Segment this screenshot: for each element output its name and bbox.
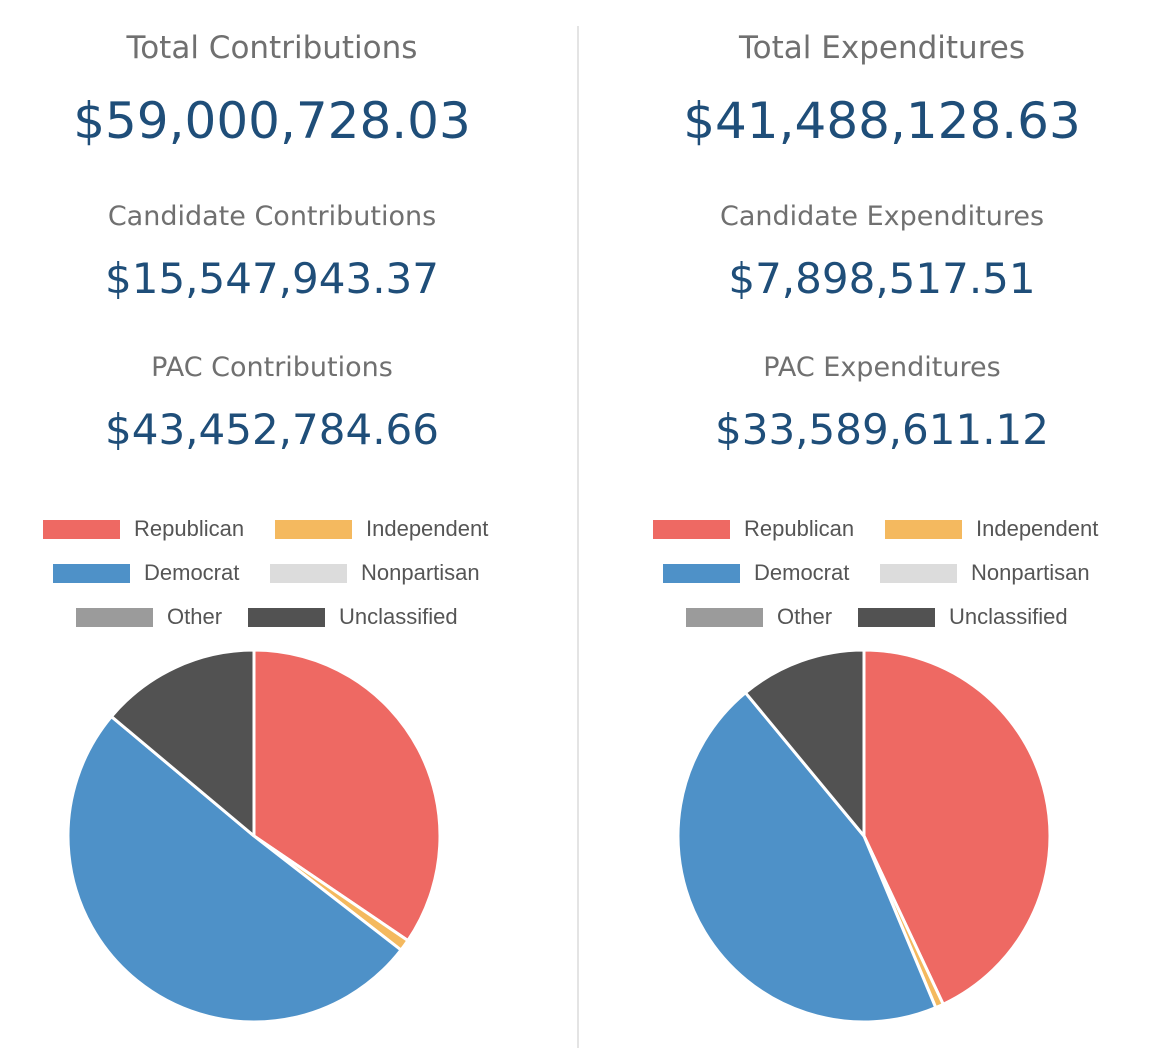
legend-label-nonpartisan: Nonpartisan: [361, 560, 480, 585]
total-expenditures-label: Total Expenditures: [739, 30, 1025, 66]
expenditures-panel: Total Expenditures $41,488,128.63 Candid…: [588, 0, 1176, 1048]
total-contributions-label: Total Contributions: [126, 30, 418, 66]
pac-contributions-label: PAC Contributions: [151, 352, 393, 383]
contributions-legend: Republican Independent Democrat Nonparti…: [0, 500, 566, 640]
legend-swatch-democrat: [53, 563, 130, 583]
legend-swatch-independent: [275, 519, 352, 539]
legend-item-republican[interactable]: Republican: [43, 514, 244, 544]
legend-swatch-democrat: [663, 563, 740, 583]
legend-label-other: Other: [167, 604, 223, 629]
contributions-panel: Total Contributions $59,000,728.03 Candi…: [0, 0, 566, 1048]
expenditures-pie-chart: [676, 648, 1052, 1024]
pie-slice-democrat[interactable]: [676, 691, 938, 1024]
legend-label-unclassified: Unclassified: [949, 604, 1068, 629]
legend-label-independent: Independent: [976, 516, 1099, 541]
legend-label-independent: Independent: [366, 516, 489, 541]
total-contributions-value: $59,000,728.03: [73, 92, 471, 150]
legend-label-republican: Republican: [134, 516, 245, 541]
expenditures-legend: Republican Independent Democrat Nonparti…: [588, 500, 1176, 640]
legend-label-democrat: Democrat: [144, 560, 240, 585]
legend-item-other[interactable]: Other: [76, 602, 222, 632]
pie-slice-democrat[interactable]: [66, 715, 403, 1024]
candidate-expenditures-label: Candidate Expenditures: [719, 201, 1045, 232]
legend-item-unclassified[interactable]: Unclassified: [248, 602, 458, 632]
panel-divider: [577, 26, 579, 1048]
pie-slice-republican[interactable]: [862, 648, 1052, 1006]
total-expenditures-value: $41,488,128.63: [683, 92, 1081, 150]
legend-item-independent[interactable]: Independent: [885, 514, 1098, 544]
legend-item-republican[interactable]: Republican: [653, 514, 854, 544]
legend-label-democrat: Democrat: [754, 560, 850, 585]
pac-expenditures-value: $33,589,611.12: [715, 405, 1049, 454]
legend-item-unclassified[interactable]: Unclassified: [858, 602, 1068, 632]
legend-label-unclassified: Unclassified: [339, 604, 458, 629]
legend-item-nonpartisan[interactable]: Nonpartisan: [270, 558, 480, 588]
legend-label-other: Other: [777, 604, 833, 629]
legend-swatch-nonpartisan: [880, 563, 957, 583]
legend-label-nonpartisan: Nonpartisan: [971, 560, 1090, 585]
legend-item-nonpartisan[interactable]: Nonpartisan: [880, 558, 1090, 588]
legend-swatch-republican: [43, 519, 120, 539]
legend-swatch-nonpartisan: [270, 563, 347, 583]
legend-label-republican: Republican: [744, 516, 855, 541]
legend-item-democrat[interactable]: Democrat: [663, 558, 849, 588]
candidate-contributions-value: $15,547,943.37: [105, 254, 439, 303]
pie-slice-republican[interactable]: [252, 648, 442, 943]
legend-swatch-independent: [885, 519, 962, 539]
legend-item-independent[interactable]: Independent: [275, 514, 488, 544]
candidate-expenditures-value: $7,898,517.51: [728, 254, 1036, 303]
contributions-pie-chart: [66, 648, 442, 1024]
pac-contributions-value: $43,452,784.66: [105, 405, 439, 454]
legend-swatch-republican: [653, 519, 730, 539]
legend-swatch-unclassified: [248, 607, 325, 627]
legend-swatch-unclassified: [858, 607, 935, 627]
candidate-contributions-label: Candidate Contributions: [107, 201, 437, 232]
legend-item-democrat[interactable]: Democrat: [53, 558, 239, 588]
pac-expenditures-label: PAC Expenditures: [763, 352, 1001, 383]
pie-slice-unclassified[interactable]: [109, 648, 256, 838]
legend-swatch-other: [686, 607, 763, 627]
legend-item-other[interactable]: Other: [686, 602, 832, 632]
legend-swatch-other: [76, 607, 153, 627]
pie-slice-unclassified[interactable]: [743, 648, 866, 838]
